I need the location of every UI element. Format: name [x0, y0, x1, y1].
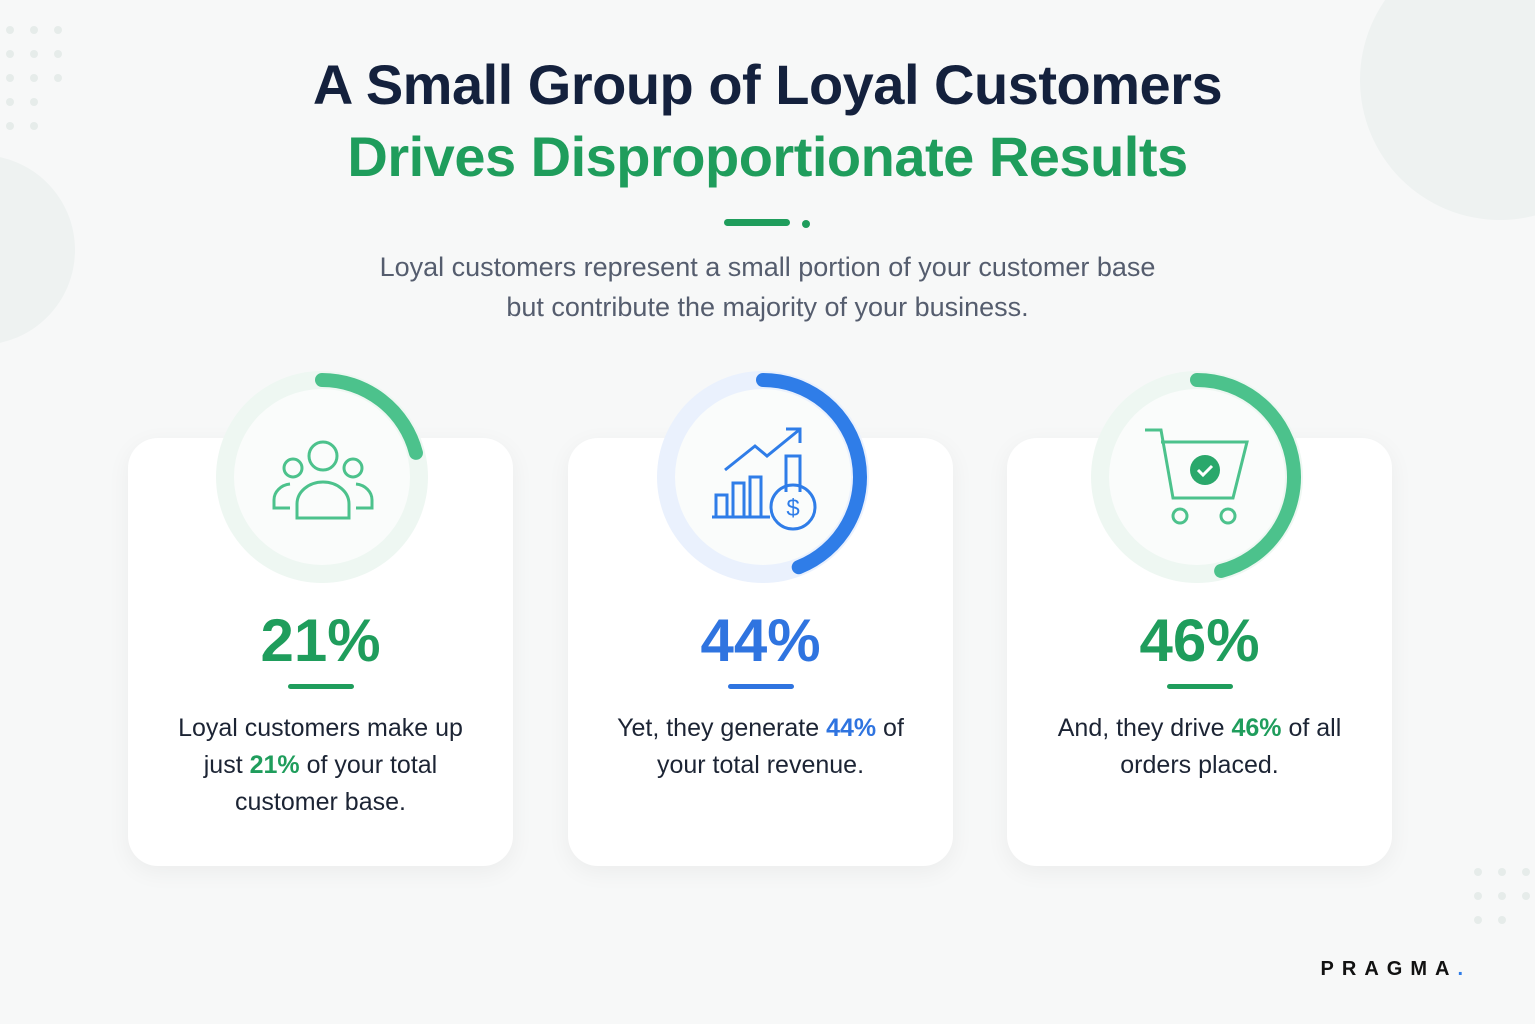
description-highlight: 21% — [249, 751, 300, 779]
title-highlight: Drives Disproportionate Results — [347, 125, 1188, 188]
description-text: of your total revenue. — [656, 714, 904, 779]
ring-inner — [234, 389, 410, 565]
stat-value: 46% — [1139, 607, 1260, 674]
stat-underline — [728, 684, 794, 689]
stat-underline — [288, 684, 354, 689]
stat-value: 44% — [700, 607, 821, 674]
stat-underline — [1167, 684, 1233, 689]
description-highlight: 44% — [826, 714, 877, 742]
ring-arc — [1190, 373, 1301, 578]
brand-name: PRAGMA — [1320, 958, 1458, 980]
description-text: of your total customer base. — [235, 751, 438, 816]
icon-people — [272, 440, 374, 520]
stat-description: And, they drive 46% of all orders placed… — [1044, 710, 1355, 784]
ring-arc — [315, 373, 423, 460]
description-text: Loyal customers make up just — [178, 714, 463, 779]
svg-text:$: $ — [786, 495, 799, 522]
ring-arc — [756, 373, 867, 575]
icon-revenue: $ — [712, 427, 817, 531]
description-text: of all orders placed. — [1120, 714, 1342, 779]
brand-dot: . — [1457, 958, 1463, 980]
icon-cart — [1145, 428, 1249, 525]
stat-value: 21% — [260, 607, 381, 674]
stat-description: Loyal customers make up just 21% of your… — [165, 710, 476, 821]
description-text: And, they drive — [1057, 714, 1232, 742]
title: A Small Group of Loyal Customers — [312, 53, 1223, 116]
description-text: Yet, they generate — [617, 714, 827, 742]
subtitle: but contribute the majority of your busi… — [506, 292, 1029, 322]
brand: PRAGMA. — [1321, 958, 1463, 981]
stat-description: Yet, they generate 44% of your total rev… — [605, 710, 916, 784]
description-highlight: 46% — [1231, 714, 1282, 742]
ring-inner — [675, 389, 851, 565]
subtitle: Loyal customers represent a small portio… — [379, 252, 1156, 282]
